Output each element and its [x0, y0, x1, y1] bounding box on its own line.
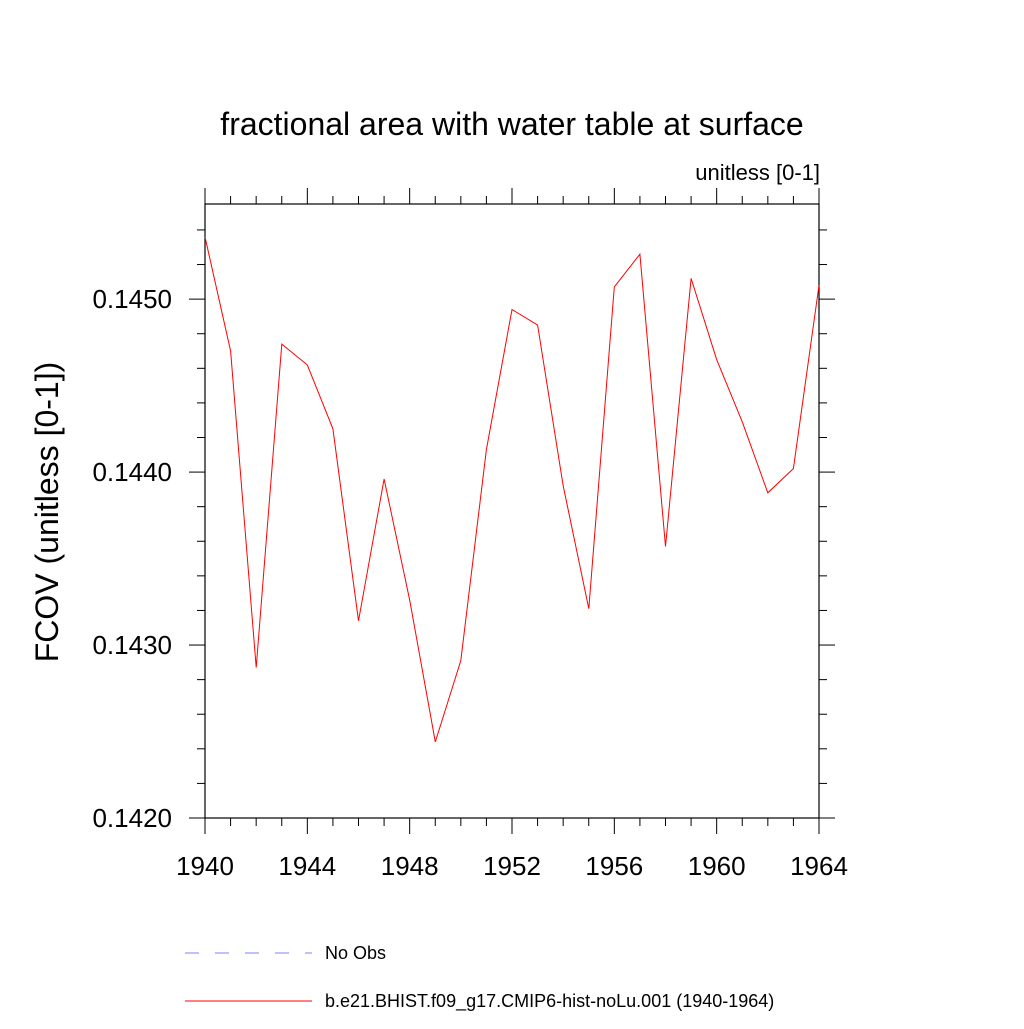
legend-label-model: b.e21.BHIST.f09_g17.CMIP6-hist-noLu.001 …: [325, 991, 774, 1012]
x-tick-label: 1940: [176, 851, 234, 881]
chart-title: fractional area with water table at surf…: [220, 106, 803, 142]
plot-frame: [204, 203, 820, 819]
x-tick-label: 1952: [483, 851, 541, 881]
y-tick-label: 0.1420: [92, 803, 172, 833]
legend-label-no-obs: No Obs: [325, 943, 386, 963]
x-tick-label: 1956: [585, 851, 643, 881]
chart-subtitle: unitless [0-1]: [695, 160, 820, 185]
series-line: [204, 236, 820, 743]
x-tick-label: 1960: [688, 851, 746, 881]
x-tick-label: 1944: [278, 851, 336, 881]
y-tick-label: 0.1440: [92, 457, 172, 487]
y-axis-label: FCOV (unitless [0-1]): [29, 362, 65, 663]
y-tick-label: 0.1450: [92, 284, 172, 314]
x-tick-label: 1964: [790, 851, 848, 881]
y-tick-label: 0.1430: [92, 630, 172, 660]
x-tick-label: 1948: [381, 851, 439, 881]
